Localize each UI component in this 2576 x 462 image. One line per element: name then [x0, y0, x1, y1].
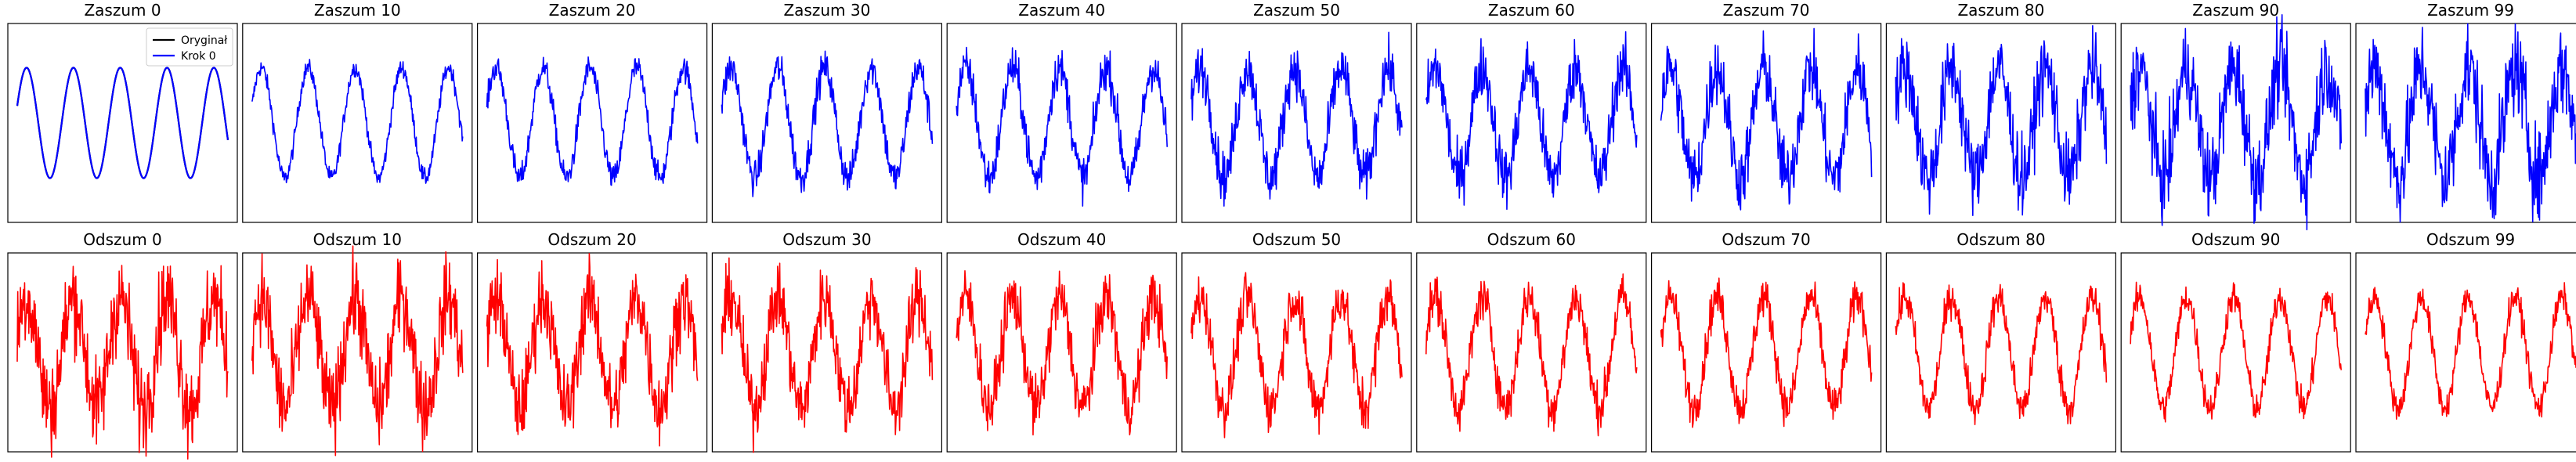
series-line: [1425, 273, 1638, 437]
axes-frame: [2355, 252, 2576, 453]
subplot-title: Odszum 20: [547, 230, 636, 249]
series-line: [956, 270, 1168, 436]
series-line: [1425, 31, 1638, 211]
subplot-noise-0: Zaszum 0 Oryginał Krok 0: [7, 1, 238, 223]
subplot-noise-1: Zaszum 10: [242, 1, 473, 223]
subplot-title: Odszum 60: [1487, 230, 1576, 249]
subplot-noise-9: Zaszum 90: [2120, 1, 2351, 231]
subplot-title: Zaszum 60: [1488, 1, 1575, 20]
axes-frame: [711, 23, 943, 223]
subplot-title: Zaszum 20: [549, 1, 636, 20]
axes-frame: [242, 23, 473, 223]
subplot-title: Zaszum 10: [314, 1, 401, 20]
axes-frame: [946, 252, 1177, 453]
series-line: [721, 50, 934, 197]
subplot-noise-5: Zaszum 50: [1181, 1, 1412, 223]
series-line: [486, 253, 699, 447]
subplot-title: Zaszum 40: [1018, 1, 1105, 20]
subplot-title: Odszum 80: [1956, 230, 2045, 249]
subplot-title: Odszum 0: [83, 230, 162, 249]
subplot-denoise-8: Odszum 80: [1885, 230, 2116, 453]
subplot-title: Odszum 70: [1722, 230, 1810, 249]
subplot-denoise-0: Odszum 0: [7, 230, 238, 460]
subplot-title: Odszum 90: [2191, 230, 2280, 249]
subplot-title: Zaszum 50: [1253, 1, 1340, 20]
series-line: [1895, 282, 2108, 426]
series-line: [1660, 27, 1873, 211]
legend: Oryginał Krok 0: [146, 27, 233, 67]
subplot-title: Zaszum 30: [783, 1, 870, 20]
legend-label: Krok 0: [181, 50, 216, 63]
subplot-title: Odszum 40: [1017, 230, 1106, 249]
series-line: [2365, 23, 2576, 223]
series-line: [2130, 14, 2342, 231]
subplot-denoise-1: Odszum 10: [242, 230, 473, 457]
subplot-noise-6: Zaszum 60: [1416, 1, 1647, 223]
subplot-denoise-2: Odszum 20: [476, 230, 708, 453]
subplot-title: Zaszum 80: [1957, 1, 2044, 20]
subplot-title: Odszum 99: [2426, 230, 2515, 249]
subplot-title: Zaszum 99: [2427, 1, 2514, 20]
subplot-noise-10: Zaszum 99: [2355, 1, 2576, 223]
series-line: [16, 265, 229, 460]
subplot-title: Zaszum 90: [2192, 1, 2279, 20]
series-line: [2365, 282, 2576, 420]
axes-frame: [1885, 252, 2116, 453]
legend-label: Oryginał: [181, 34, 227, 47]
subplot-title: Zaszum 70: [1723, 1, 1810, 20]
axes-frame: [476, 23, 708, 223]
subplot-title: Zaszum 0: [84, 1, 161, 20]
subplot-noise-3: Zaszum 30: [711, 1, 943, 223]
series-line: [1190, 31, 1403, 207]
subplot-noise-4: Zaszum 40: [946, 1, 1177, 223]
subplot-noise-8: Zaszum 80: [1885, 1, 2116, 223]
subplot-title: Odszum 30: [782, 230, 871, 249]
series-line: [251, 245, 464, 457]
series-line: [16, 67, 229, 179]
subplot-title: Odszum 50: [1252, 230, 1341, 249]
subplot-denoise-10: Odszum 99: [2355, 230, 2576, 453]
series-line: [1895, 25, 2108, 216]
subplot-denoise-4: Odszum 40: [946, 230, 1177, 453]
series-line: [1190, 272, 1403, 439]
series-line: [2130, 281, 2342, 423]
subplot-title: Odszum 10: [313, 230, 402, 249]
subplot-noise-7: Zaszum 70: [1651, 1, 1882, 223]
series-line: [486, 56, 699, 186]
series-line: [251, 59, 464, 184]
subplot-denoise-3: Odszum 30: [711, 230, 943, 453]
subplot-denoise-5: Odszum 50: [1181, 230, 1412, 453]
series-line: [956, 46, 1168, 207]
series-line: [721, 257, 934, 453]
axes-frame: [2120, 23, 2351, 223]
axes-frame: [1416, 252, 1647, 453]
axes-frame: [1181, 252, 1412, 453]
series-line: [1660, 277, 1873, 428]
subplot-denoise-7: Odszum 70: [1651, 230, 1882, 453]
axes-frame: [2120, 252, 2351, 453]
axes-frame: [1651, 23, 1882, 223]
subplot-denoise-6: Odszum 60: [1416, 230, 1647, 453]
subplot-noise-2: Zaszum 20: [476, 1, 708, 223]
subplot-denoise-9: Odszum 90: [2120, 230, 2351, 453]
